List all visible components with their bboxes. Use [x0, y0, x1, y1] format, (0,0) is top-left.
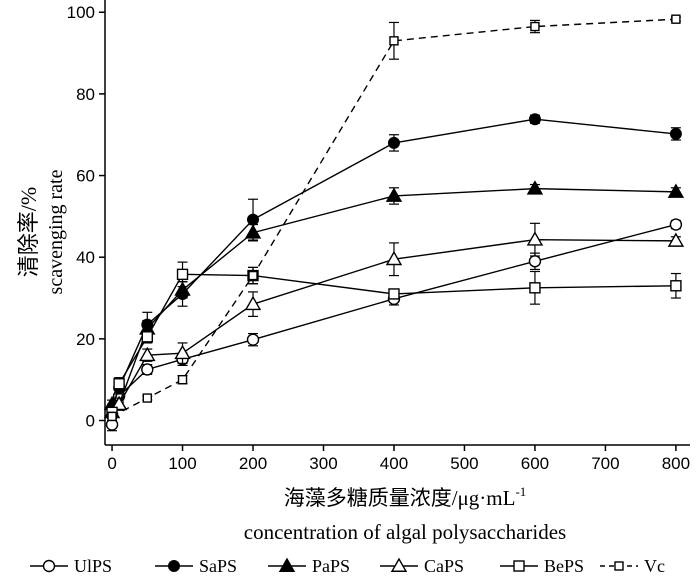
y-tick-label: 60	[76, 167, 95, 186]
data-point-ulps	[141, 363, 154, 376]
legend-label-caps: CaPS	[424, 556, 464, 576]
series-caps	[103, 222, 685, 419]
legend-marker-beps	[513, 560, 525, 572]
y-tick-label: 20	[76, 330, 95, 349]
data-point-saps	[247, 213, 260, 226]
data-point-caps	[139, 346, 156, 362]
data-point-vc	[248, 270, 258, 281]
data-point-beps	[176, 268, 189, 281]
series-line-caps	[111, 238, 676, 413]
data-point-saps	[528, 113, 541, 126]
data-point-saps	[669, 127, 682, 140]
legend-marker-caps	[390, 557, 408, 572]
data-point-caps	[110, 395, 128, 411]
legend-item-vc: Vc	[600, 556, 665, 576]
data-point-paps	[385, 187, 403, 202]
data-point-vc	[107, 411, 117, 422]
x-tick-label: 800	[662, 454, 690, 473]
legend-label-ulps: UlPS	[74, 556, 112, 576]
legend-item-saps: SaPS	[155, 556, 237, 576]
data-point-vc	[177, 374, 188, 385]
legend-marker-vc	[614, 561, 624, 571]
legend-marker-ulps	[42, 559, 56, 573]
x-tick-label: 600	[521, 454, 549, 473]
y-tick-label: 40	[76, 248, 95, 267]
legend-marker-paps	[278, 557, 296, 572]
legend-label-beps: BePS	[544, 556, 584, 576]
data-point-vc	[389, 36, 399, 46]
x-tick-label: 200	[239, 454, 267, 473]
x-tick-label: 500	[450, 454, 478, 473]
y-axis-title: 清除率/%	[16, 187, 41, 277]
x-axis-title-cn-sup: -1	[515, 484, 526, 499]
series-line-paps	[112, 187, 676, 405]
data-point-beps	[529, 282, 541, 294]
axes: 0 20 40 60 80 100 0 100 200 300 400 500 600 700 800	[67, 0, 690, 473]
data-point-ulps	[669, 218, 683, 231]
data-point-caps	[174, 344, 191, 360]
y-axis-title-cn: 清除率/%	[16, 187, 41, 277]
y-tick-label: 0	[86, 412, 95, 431]
y-axis-title-en: scavenging rate	[45, 169, 67, 294]
data-point-vc	[142, 393, 152, 403]
data-point-paps	[174, 281, 191, 296]
x-axis-title-en: concentration of algal polysaccharides	[244, 520, 566, 544]
data-point-paps	[667, 183, 685, 198]
data-point-caps	[667, 232, 685, 247]
data-point-beps	[670, 280, 682, 292]
data-point-caps	[526, 231, 544, 246]
y-axis-subtitle: scavenging rate	[45, 169, 67, 294]
data-point-ulps	[528, 255, 542, 268]
data-point-vc	[671, 14, 681, 24]
legend-item-beps: BePS	[500, 556, 584, 576]
x-tick-label: 700	[591, 454, 619, 473]
legend-label-saps: SaPS	[199, 556, 237, 576]
x-axis-title-cn: 海藻多糖质量浓度/μg·mL-1	[284, 484, 527, 510]
y-tick-label: 80	[76, 85, 95, 104]
data-point-beps	[388, 288, 400, 300]
plot-area	[103, 14, 685, 432]
x-tick-label: 400	[380, 454, 408, 473]
data-point-ulps	[246, 333, 260, 346]
data-point-caps	[244, 295, 262, 311]
legend-marker-saps	[168, 560, 180, 572]
series-vc	[107, 14, 681, 422]
y-tick-label: 100	[67, 3, 95, 22]
data-point-vc	[530, 21, 540, 32]
data-point-beps	[113, 378, 125, 390]
legend-label-paps: PaPS	[312, 556, 350, 576]
series-paps	[103, 180, 685, 411]
legend-item-caps: CaPS	[380, 556, 464, 576]
data-point-saps	[387, 136, 400, 149]
x-axis-title-cn-main: 海藻多糖质量浓度/μg·mL	[284, 486, 516, 510]
x-tick-label: 300	[309, 454, 337, 473]
data-point-paps	[526, 180, 544, 195]
legend-item-ulps: UlPS	[30, 556, 112, 576]
x-tick-label: 100	[168, 454, 196, 473]
x-tick-label: 0	[107, 454, 116, 473]
data-point-paps	[244, 224, 262, 239]
data-point-caps	[385, 250, 403, 266]
series-line-beps	[111, 273, 676, 413]
legend-label-vc: Vc	[644, 556, 665, 576]
data-point-beps	[141, 331, 153, 343]
legend: UlPS SaPS PaPS CaPS BePS Vc	[30, 556, 665, 576]
legend-item-paps: PaPS	[268, 556, 350, 576]
